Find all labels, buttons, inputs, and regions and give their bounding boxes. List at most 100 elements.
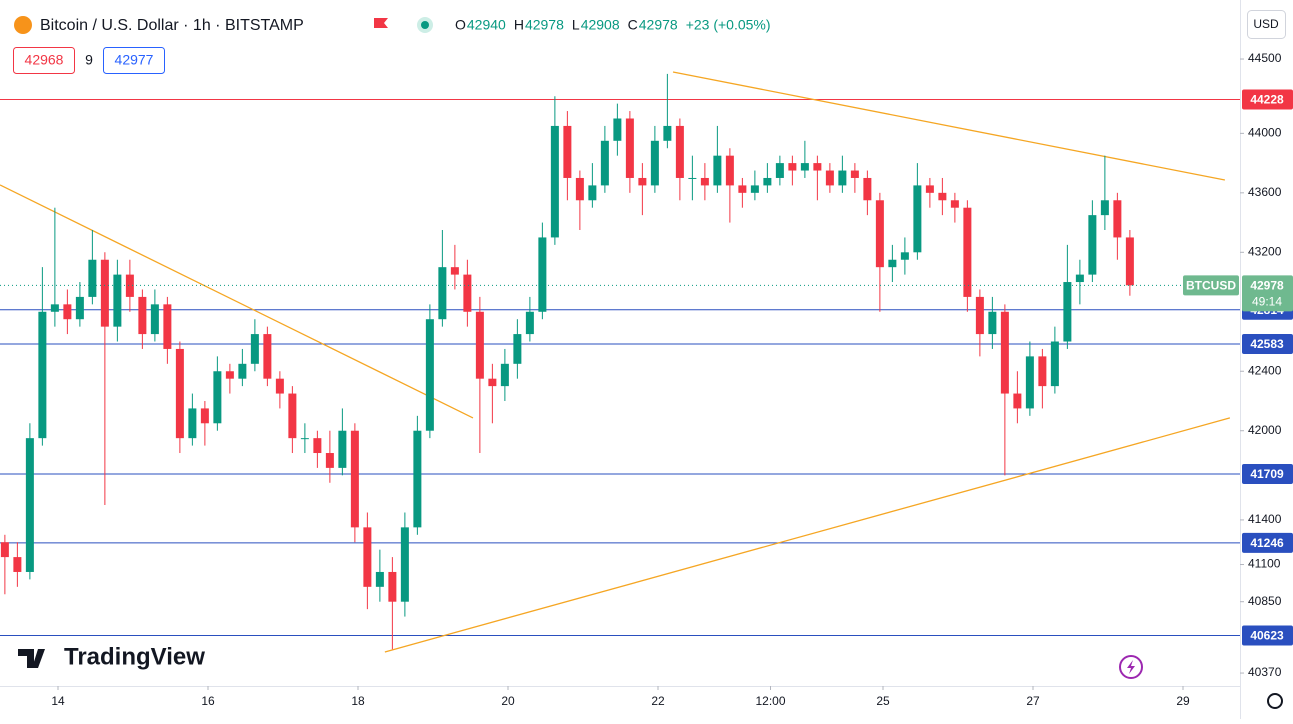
candle-body bbox=[1075, 274, 1084, 283]
candle-body bbox=[825, 170, 834, 186]
candle-body bbox=[438, 267, 447, 320]
candle-body bbox=[0, 542, 9, 558]
settings-icon[interactable] bbox=[1267, 693, 1283, 709]
candle-body bbox=[750, 185, 759, 193]
level-label-bg bbox=[1242, 89, 1293, 110]
ohlc-value: 42908 bbox=[581, 17, 620, 33]
candle-body bbox=[463, 274, 472, 312]
x-tick-label: 20 bbox=[501, 694, 515, 708]
buy-price: 42977 bbox=[115, 52, 154, 68]
brand: TradingView bbox=[64, 643, 205, 670]
candle-body bbox=[388, 571, 397, 602]
candle-body bbox=[538, 237, 547, 312]
candle-body bbox=[1025, 356, 1034, 409]
candle-body bbox=[100, 259, 109, 327]
candle-body bbox=[625, 118, 634, 178]
last-price-bg bbox=[1242, 275, 1293, 312]
candle-body bbox=[400, 527, 409, 602]
candle-body bbox=[500, 363, 509, 387]
candle-body bbox=[413, 430, 422, 528]
candle-body bbox=[863, 177, 872, 201]
x-tick-label: 18 bbox=[351, 694, 365, 708]
candle-body bbox=[238, 363, 247, 379]
candle-body bbox=[338, 430, 347, 468]
candle-body bbox=[225, 371, 234, 379]
ohlc-value: 42978 bbox=[525, 17, 564, 33]
candle-body bbox=[988, 311, 997, 335]
y-tick-label: 43200 bbox=[1248, 244, 1282, 258]
x-tick-label: 16 bbox=[201, 694, 215, 708]
y-tick-label: 43600 bbox=[1248, 185, 1282, 199]
candle-body bbox=[938, 192, 947, 201]
candle-body bbox=[175, 348, 184, 439]
candle-body bbox=[638, 177, 647, 186]
alert-icon bbox=[1127, 660, 1135, 674]
candle-body bbox=[325, 453, 334, 468]
candle-body bbox=[588, 185, 597, 201]
candle-body bbox=[513, 334, 522, 364]
candle-body bbox=[525, 311, 534, 335]
level-label-bg bbox=[1242, 625, 1293, 646]
x-tick-label: 27 bbox=[1026, 694, 1040, 708]
candle-body bbox=[363, 527, 372, 587]
y-tick-label: 40850 bbox=[1248, 594, 1282, 608]
candle-body bbox=[300, 438, 309, 440]
candle-body bbox=[763, 177, 772, 186]
x-tick-label: 12:00 bbox=[755, 694, 785, 708]
level-label: 42583 bbox=[1250, 337, 1284, 351]
candle-body bbox=[1063, 282, 1072, 342]
chart-title: Bitcoin / U.S. Dollar · 1h · BITSTAMP bbox=[40, 17, 304, 34]
x-tick-label: 14 bbox=[51, 694, 65, 708]
candle-body bbox=[188, 408, 197, 439]
plot bbox=[0, 71, 1240, 653]
logo-icon bbox=[37, 650, 43, 656]
candle-body bbox=[775, 163, 784, 178]
flag-icon bbox=[374, 18, 388, 28]
candle-body bbox=[888, 259, 897, 268]
candle-body bbox=[88, 259, 97, 297]
alert-icon[interactable] bbox=[1119, 655, 1143, 679]
candle-body bbox=[850, 170, 859, 178]
candle-body bbox=[613, 118, 622, 141]
candle-body bbox=[963, 207, 972, 297]
ohlc-label: H bbox=[514, 17, 524, 33]
candle-body bbox=[375, 571, 384, 587]
candle-body bbox=[25, 438, 34, 572]
candle-body bbox=[1000, 311, 1009, 394]
candle-body bbox=[63, 304, 72, 320]
candle-body bbox=[138, 296, 147, 335]
candle-body bbox=[725, 155, 734, 186]
ohlc-label: C bbox=[628, 17, 638, 33]
y-tick-label: 44000 bbox=[1248, 126, 1282, 140]
candle-body bbox=[288, 393, 297, 439]
candle-body bbox=[200, 408, 209, 424]
level-label-bg bbox=[1242, 532, 1293, 553]
candle-body bbox=[913, 185, 922, 253]
candle-body bbox=[113, 274, 122, 327]
buy-button[interactable] bbox=[103, 47, 165, 74]
level-label: 41246 bbox=[1250, 536, 1284, 550]
level-label-bg bbox=[1242, 334, 1293, 355]
candle-body bbox=[900, 252, 909, 260]
y-tick-label: 41100 bbox=[1248, 557, 1281, 571]
candle-body bbox=[875, 200, 884, 268]
y-tick-label: 42400 bbox=[1248, 363, 1282, 377]
trade-buttons: 42968 9 42977 bbox=[13, 47, 165, 74]
candle-body bbox=[1038, 356, 1047, 387]
sell-button[interactable] bbox=[13, 47, 75, 74]
y-tick-label: 40370 bbox=[1248, 665, 1282, 679]
candle-body bbox=[275, 378, 284, 394]
level-label: 41709 bbox=[1250, 467, 1284, 481]
level-label: 44228 bbox=[1250, 93, 1284, 107]
candle-body bbox=[313, 438, 322, 454]
currency-button[interactable] bbox=[1247, 10, 1286, 39]
candle-body bbox=[1100, 200, 1109, 216]
candle-body bbox=[75, 296, 84, 320]
candle-body bbox=[263, 334, 272, 379]
trend-line bbox=[384, 417, 1231, 653]
candle-body bbox=[800, 163, 809, 171]
candle-body bbox=[650, 140, 659, 186]
candle-body bbox=[163, 304, 172, 349]
candle-body bbox=[575, 177, 584, 201]
